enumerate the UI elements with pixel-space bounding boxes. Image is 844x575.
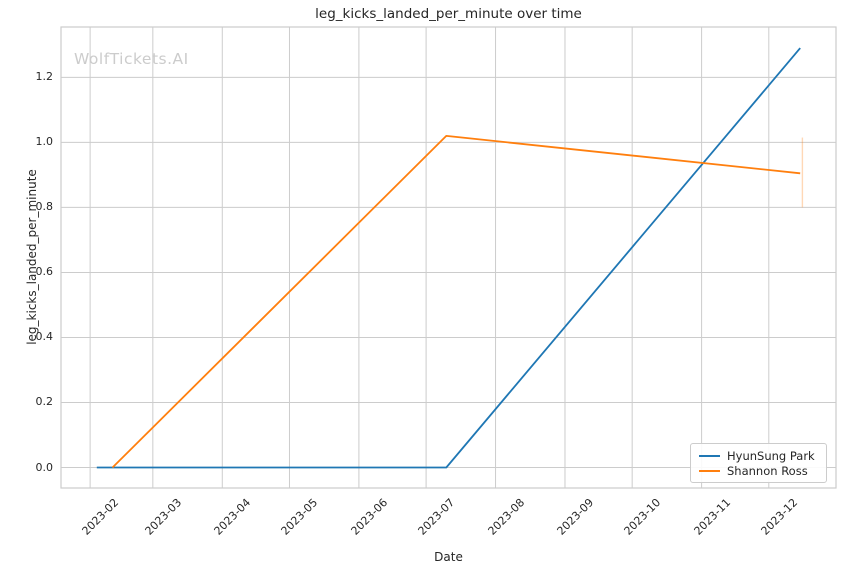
legend-line-sample: [699, 454, 720, 457]
y-tick-label: 0.6: [35, 265, 54, 279]
y-tick-label: 0.8: [35, 200, 54, 214]
y-tick-label: 0.2: [35, 395, 54, 409]
legend-item-label: HyunSung Park: [727, 448, 815, 463]
chart-title: leg_kicks_landed_per_minute over time: [315, 6, 582, 22]
y-tick-label: 0.0: [35, 460, 54, 474]
series-line-shannon-ross: [111, 134, 801, 469]
legend-line-sample: [699, 470, 720, 473]
x-axis-label: Date: [434, 550, 463, 564]
axes-frame: [60, 26, 837, 489]
y-tick-label: 1.2: [35, 70, 54, 84]
y-tick-label: 0.4: [35, 330, 54, 344]
legend-item-label: Shannon Ross: [727, 464, 808, 479]
legend-item: Shannon Ross: [699, 464, 818, 480]
series-line-hyunsung-park: [96, 47, 801, 469]
y-tick-label: 1.0: [35, 135, 54, 149]
y-axis-label: leg_kicks_landed_per_minute: [25, 169, 39, 345]
watermark: WolfTickets.AI: [74, 50, 189, 68]
legend-item: HyunSung Park: [699, 448, 818, 464]
legend: HyunSung Park Shannon Ross: [690, 443, 827, 483]
